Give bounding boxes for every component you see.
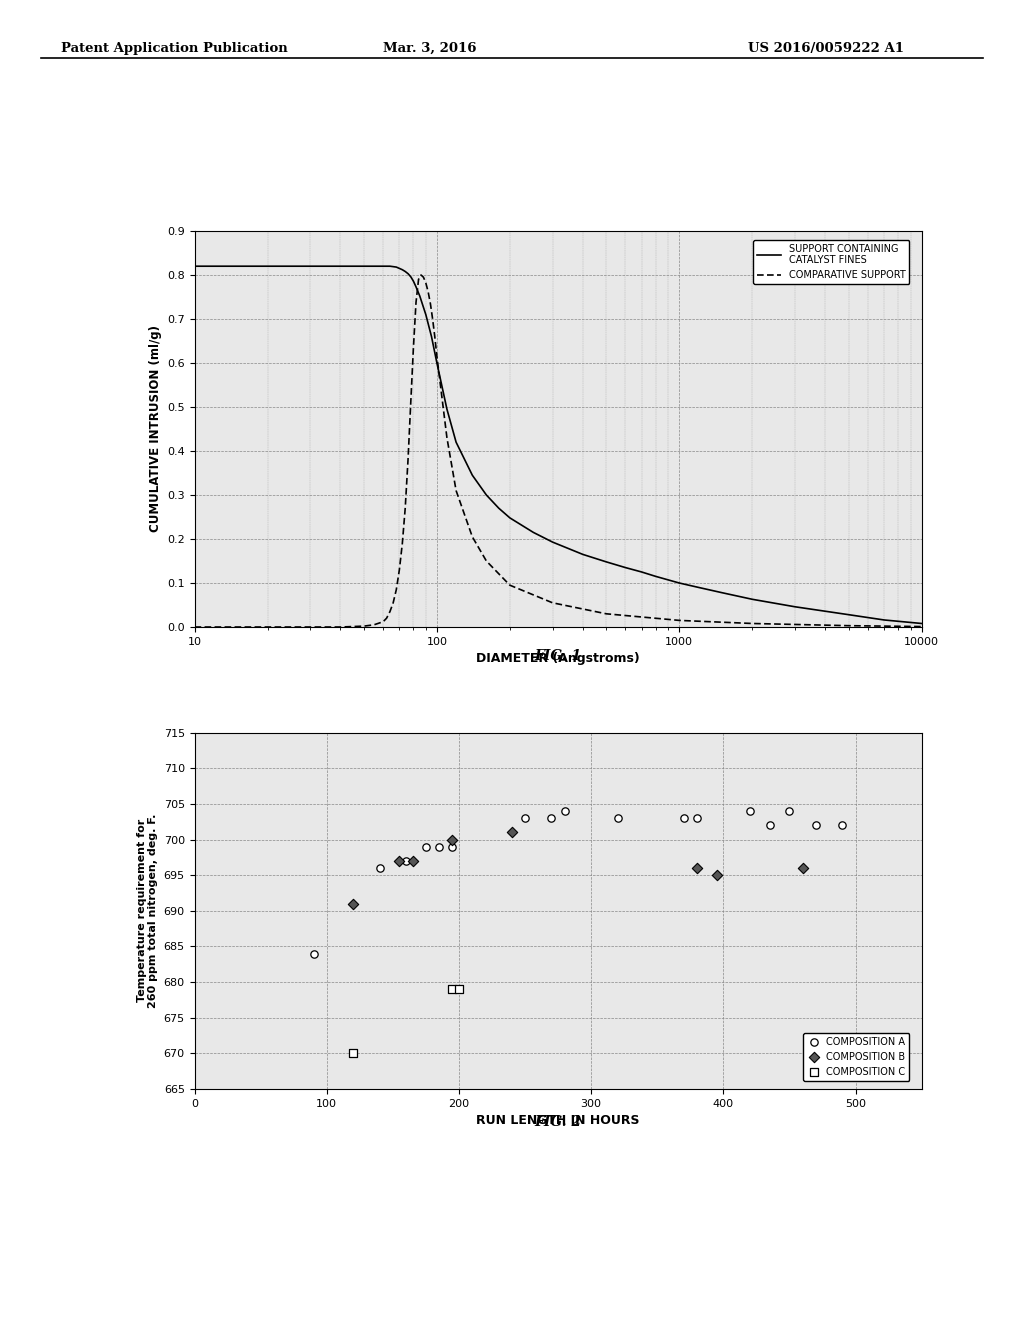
Text: US 2016/0059222 A1: US 2016/0059222 A1 — [748, 42, 903, 55]
COMPOSITION C — [444, 978, 461, 999]
COMPOSITION A — [444, 836, 461, 857]
COMPOSITION A — [544, 808, 560, 829]
COMPOSITION A — [372, 858, 388, 879]
COMPOSITION A — [808, 814, 824, 836]
X-axis label: DIAMETER (Angstroms): DIAMETER (Angstroms) — [476, 652, 640, 665]
COMPOSITION A — [305, 942, 322, 964]
COMPOSITION B — [504, 822, 520, 843]
COMPOSITION A — [676, 808, 692, 829]
Y-axis label: CUMULATIVE INTRUSION (ml/g): CUMULATIVE INTRUSION (ml/g) — [148, 326, 162, 532]
COMPOSITION A — [517, 808, 534, 829]
Text: FIG. 2: FIG. 2 — [535, 1115, 582, 1130]
COMPOSITION B — [689, 858, 706, 879]
COMPOSITION A — [741, 800, 758, 821]
COMPOSITION A — [431, 836, 447, 857]
X-axis label: RUN LENGTH IN HOURS: RUN LENGTH IN HOURS — [476, 1114, 640, 1127]
COMPOSITION A — [781, 800, 798, 821]
Text: Mar. 3, 2016: Mar. 3, 2016 — [383, 42, 477, 55]
COMPOSITION B — [345, 894, 361, 915]
Legend: SUPPORT CONTAINING
CATALYST FINES, COMPARATIVE SUPPORT: SUPPORT CONTAINING CATALYST FINES, COMPA… — [753, 240, 909, 284]
COMPOSITION B — [404, 850, 421, 871]
Text: Patent Application Publication: Patent Application Publication — [61, 42, 288, 55]
COMPOSITION B — [391, 850, 408, 871]
COMPOSITION A — [689, 808, 706, 829]
COMPOSITION B — [795, 858, 811, 879]
COMPOSITION A — [762, 814, 778, 836]
COMPOSITION C — [451, 978, 467, 999]
Text: FIG. 1: FIG. 1 — [535, 649, 582, 664]
COMPOSITION A — [609, 808, 626, 829]
COMPOSITION B — [444, 829, 461, 850]
COMPOSITION A — [556, 800, 572, 821]
COMPOSITION A — [835, 814, 851, 836]
COMPOSITION C — [345, 1043, 361, 1064]
COMPOSITION A — [418, 836, 434, 857]
Legend: COMPOSITION A, COMPOSITION B, COMPOSITION C: COMPOSITION A, COMPOSITION B, COMPOSITIO… — [803, 1034, 909, 1081]
COMPOSITION A — [398, 850, 415, 871]
COMPOSITION B — [709, 865, 725, 886]
Y-axis label: Temperature requirement for
260 ppm total nitrogen, deg. F.: Temperature requirement for 260 ppm tota… — [136, 813, 158, 1008]
